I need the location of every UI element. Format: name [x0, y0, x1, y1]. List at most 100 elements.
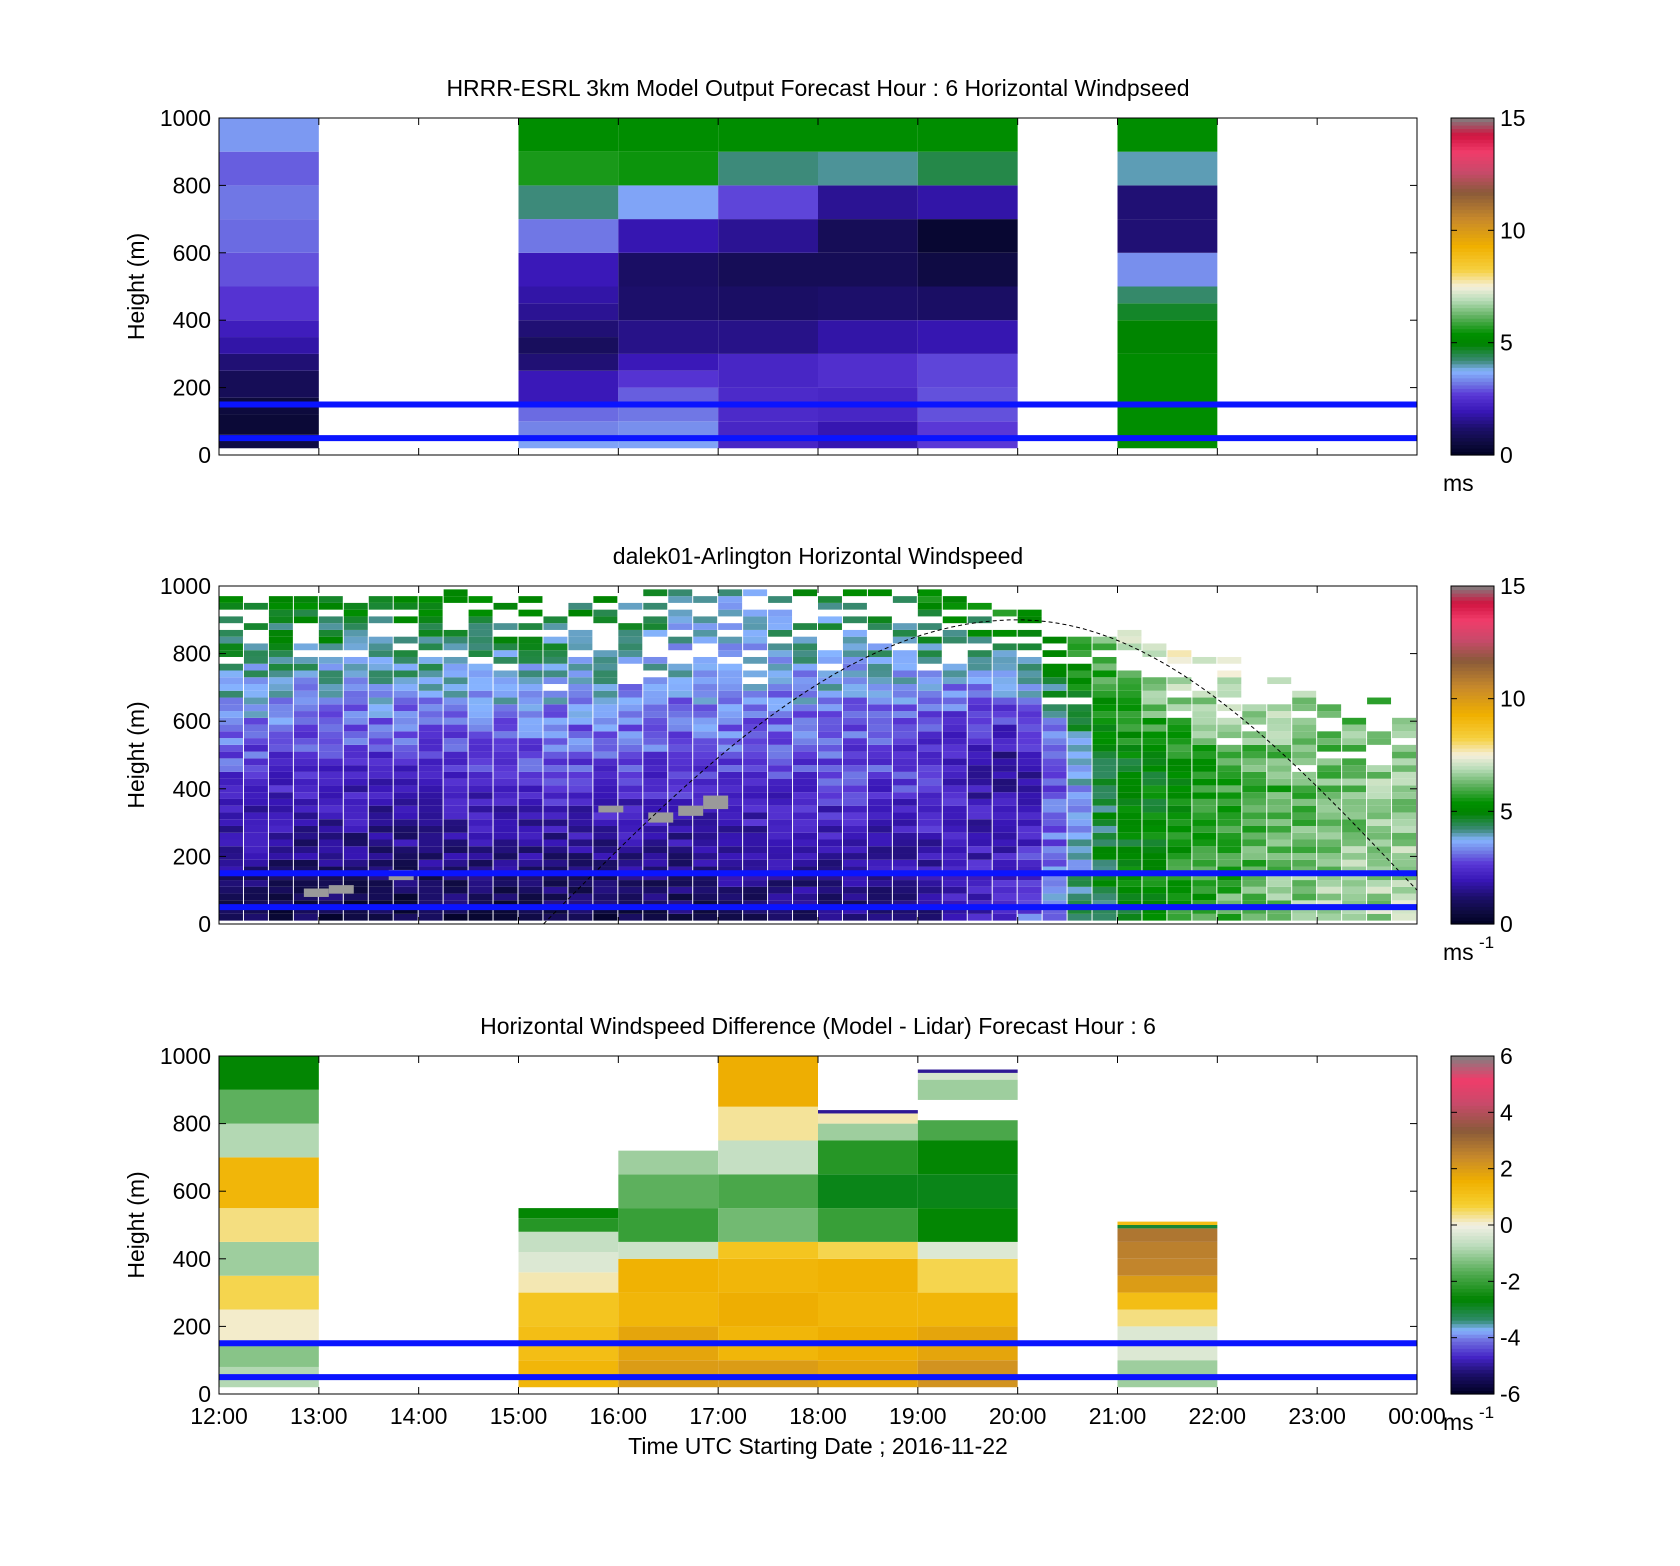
heatmap-cell [1042, 900, 1067, 908]
colorbar-swatch [1451, 226, 1494, 231]
heatmap-cell [1217, 778, 1242, 786]
colorbar-swatch [1451, 649, 1494, 654]
heatmap-cell [543, 704, 568, 712]
heatmap-cell [1092, 886, 1117, 894]
heatmap-cell [967, 670, 992, 678]
heatmap-cell [1017, 643, 1042, 651]
heatmap-cell [1067, 880, 1092, 887]
heatmap-cell [443, 771, 468, 779]
heatmap-cell [967, 690, 992, 698]
heatmap-cell [917, 724, 942, 732]
heatmap-cell [268, 771, 293, 779]
heatmap-cell [867, 765, 892, 772]
heatmap-cell [518, 913, 543, 921]
heatmap-cell [493, 744, 518, 752]
heatmap-cell [1167, 765, 1192, 772]
heatmap-cell [743, 738, 768, 745]
heatmap-cell [643, 859, 668, 867]
colorbar-swatch [1451, 1372, 1494, 1377]
y-tick-label: 200 [173, 375, 211, 401]
heatmap-cell [518, 880, 543, 887]
heatmap-cell [768, 778, 793, 786]
colorbar-swatch [1451, 804, 1494, 809]
heatmap-cell [1292, 859, 1317, 867]
heatmap-cell [568, 866, 593, 874]
colorbar-swatch [1451, 402, 1494, 407]
colorbar-swatch [1451, 314, 1494, 319]
colorbar-swatch [1451, 586, 1494, 591]
heatmap-cell [418, 771, 443, 779]
heatmap-cell [368, 711, 393, 718]
heatmap-cell [518, 303, 619, 321]
heatmap-cell [967, 792, 992, 799]
heatmap-cell [1067, 832, 1092, 840]
heatmap-cell [718, 825, 743, 833]
heatmap-cell [443, 778, 468, 786]
heatmap-cell [393, 684, 418, 691]
heatmap-cell [618, 421, 719, 439]
heatmap-cell [1042, 663, 1067, 671]
y-tick-label: 200 [173, 1313, 211, 1339]
heatmap-cell [418, 738, 443, 745]
heatmap-cell [718, 704, 743, 712]
heatmap-cell [743, 758, 768, 766]
heatmap-cell [219, 886, 243, 894]
heatmap-cell [1242, 900, 1267, 908]
heatmap-cell [219, 151, 319, 186]
heatmap-cell [942, 893, 967, 901]
colorbar-swatch [1451, 304, 1494, 309]
heatmap-cell [343, 805, 368, 813]
heatmap-cell [668, 913, 693, 921]
heatmap-cell [593, 873, 618, 881]
heatmap-cell [1117, 893, 1142, 901]
heatmap-cell [743, 805, 768, 813]
heatmap-cell [1092, 907, 1117, 914]
heatmap-cell [268, 724, 293, 732]
colorbar-swatch [1451, 1161, 1494, 1166]
heatmap-cell [1342, 832, 1367, 840]
heatmap-cell [1117, 907, 1142, 914]
colorbar-unit: ms [1443, 939, 1474, 965]
heatmap-cell [668, 711, 693, 718]
heatmap-cell [1142, 846, 1167, 854]
heatmap-cell [1067, 738, 1092, 745]
heatmap-cell [678, 805, 704, 816]
heatmap-cell [1167, 873, 1192, 881]
heatmap-cell [493, 913, 518, 921]
heatmap-cell [743, 886, 768, 894]
heatmap-cell [243, 738, 268, 745]
heatmap-cell [967, 629, 992, 637]
heatmap-cell [219, 650, 243, 657]
heatmap-cell [368, 866, 393, 874]
heatmap-cell [1092, 704, 1117, 712]
heatmap-cell [219, 636, 243, 644]
heatmap-cell [468, 859, 493, 867]
heatmap-cell [1167, 900, 1192, 908]
heatmap-cell [293, 859, 318, 867]
heatmap-cell [1017, 744, 1042, 752]
heatmap-cell [718, 1360, 818, 1388]
heatmap-cell [718, 738, 743, 745]
heatmap-cell [593, 832, 618, 840]
heatmap-cell [818, 751, 842, 759]
heatmap-cell [318, 616, 343, 624]
heatmap-cell [1292, 805, 1317, 813]
heatmap-cell [368, 792, 393, 799]
colorbar-swatch [1451, 384, 1494, 389]
heatmap-cell [593, 744, 618, 752]
heatmap-cell [468, 886, 493, 894]
heatmap-cell [243, 886, 268, 894]
heatmap-cell [568, 825, 593, 833]
heatmap-cell [917, 771, 942, 779]
heatmap-cell [693, 684, 718, 691]
heatmap-cell [643, 751, 668, 759]
heatmap-cell [1167, 798, 1192, 806]
colorbar-swatch [1451, 659, 1494, 665]
heatmap-cell [693, 866, 718, 874]
heatmap-cell [917, 1258, 1018, 1293]
heatmap-cell [917, 1140, 1018, 1175]
heatmap-cell [1367, 886, 1392, 894]
heatmap-cell [318, 677, 343, 685]
heatmap-cell [318, 900, 343, 908]
